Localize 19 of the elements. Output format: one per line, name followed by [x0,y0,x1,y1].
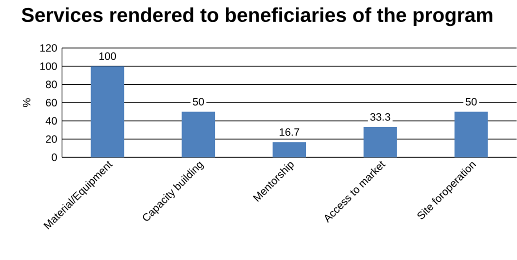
y-tick-label: 40 [46,117,57,125]
data-label: 33.3 [370,113,390,121]
chart-title: Services rendered to beneficiaries of the program [22,7,492,26]
data-label: 16.7 [280,128,300,136]
bar [182,112,216,158]
y-axis-title: % [22,98,30,108]
y-tick-label: 120 [40,44,57,52]
y-tick-label: 80 [46,80,57,88]
y-tick-label: 60 [46,98,57,106]
bar [272,142,306,158]
bar [364,126,397,158]
y-tick-label: 20 [46,135,57,143]
data-label: 100 [99,52,116,60]
bar [90,66,124,158]
data-label: 50 [192,98,204,106]
bar [454,112,488,158]
y-tick-label: 0 [52,154,57,162]
data-label: 50 [466,98,477,106]
y-tick-label: 100 [40,62,57,70]
